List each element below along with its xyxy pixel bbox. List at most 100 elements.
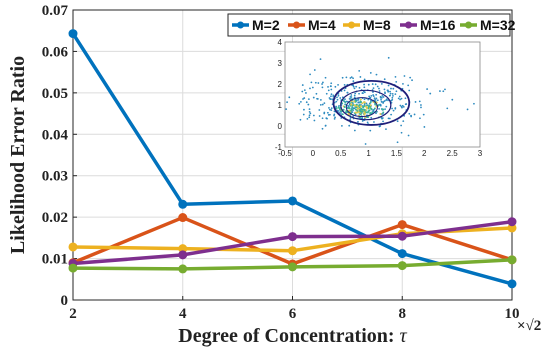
- inset-scatter-point: [379, 95, 382, 98]
- inset-scatter-point: [429, 92, 432, 95]
- inset-scatter-point: [359, 105, 362, 108]
- inset-scatter-point: [299, 118, 302, 121]
- data-point: [288, 196, 297, 206]
- inset-scatter-point: [332, 94, 335, 97]
- inset-scatter-point: [330, 85, 332, 88]
- inset-scatter-point: [351, 106, 354, 109]
- inset-x-tick-label: 1.5: [391, 149, 403, 158]
- inset-scatter-point: [355, 85, 358, 88]
- inset-x-tick-label: 1: [366, 149, 371, 158]
- inset-contour: [340, 89, 392, 121]
- inset-scatter-point: [327, 89, 330, 92]
- inset-scatter-point: [389, 92, 392, 95]
- inset-scatter-point: [375, 97, 378, 100]
- legend-marker: [237, 21, 244, 29]
- inset-scatter-point: [340, 112, 342, 114]
- data-point: [397, 231, 407, 241]
- inset-scatter-point: [308, 116, 311, 119]
- inset-scatter-point: [303, 89, 306, 92]
- inset-scatter-point: [384, 108, 386, 110]
- inset-scatter-point: [399, 104, 402, 107]
- inset-scatter-point: [373, 107, 376, 110]
- inset-scatter-point: [397, 97, 400, 100]
- inset-scatter-point: [344, 98, 346, 101]
- inset-scatter-point: [359, 110, 362, 113]
- y-tick-label: 0.03: [42, 169, 68, 185]
- inset-scatter-point: [382, 96, 385, 98]
- inset-scatter-point: [305, 92, 307, 94]
- inset-scatter-point: [378, 87, 380, 90]
- inset-scatter-point: [303, 108, 305, 111]
- inset-contour: [345, 97, 378, 118]
- inset-y-tick-label: -1: [275, 143, 283, 152]
- inset-scatter-point: [384, 91, 386, 94]
- data-point: [68, 29, 78, 39]
- inset-scatter-point: [444, 88, 446, 91]
- inset-scatter-point: [396, 120, 399, 123]
- inset-scatter-point: [359, 108, 362, 111]
- inset-scatter-point: [381, 95, 384, 97]
- y-tick-label: 0.07: [42, 3, 69, 19]
- inset-scatter-point: [347, 112, 350, 115]
- inset-scatter-point: [358, 92, 360, 95]
- inset-scatter-point: [418, 100, 421, 103]
- inset-scatter-point: [348, 97, 351, 100]
- inset-scatter-point: [387, 84, 390, 87]
- inset-scatter-point: [336, 98, 339, 101]
- inset-scatter-point: [366, 104, 369, 107]
- inset-scatter-point: [392, 109, 395, 112]
- inset-scatter-point: [333, 117, 336, 120]
- inset-scatter-point: [373, 121, 375, 123]
- inset-scatter-point: [360, 101, 363, 104]
- inset-scatter-point: [364, 143, 367, 145]
- inset-scatter-point: [375, 73, 378, 76]
- inset-scatter-point: [401, 104, 404, 107]
- data-point: [507, 279, 517, 289]
- inset-scatter-point: [347, 104, 349, 107]
- inset-scatter-point: [387, 56, 390, 59]
- inset-scatter-point: [411, 79, 413, 82]
- inset-scatter-point: [407, 84, 410, 87]
- inset-scatter-point: [383, 78, 386, 81]
- inset-scatter-point: [396, 141, 399, 144]
- data-point: [397, 261, 407, 271]
- inset-scatter-point: [368, 95, 371, 98]
- inset-scatter-point: [288, 96, 291, 99]
- inset-scatter-point: [341, 102, 344, 105]
- inset-scatter-point: [351, 108, 354, 111]
- inset-scatter-point: [319, 99, 322, 101]
- inset-scatter-point: [310, 81, 313, 84]
- inset-scatter-point: [369, 96, 371, 99]
- inset-scatter-point: [400, 97, 403, 100]
- inset-scatter-point: [335, 100, 338, 103]
- inset-scatter-point: [407, 134, 410, 137]
- inset-scatter-point: [334, 85, 337, 88]
- inset-scatter-point: [333, 113, 336, 116]
- legend-marker: [465, 21, 472, 29]
- inset-scatter-point: [379, 113, 382, 116]
- inset-scatter-point: [362, 106, 365, 109]
- data-point: [68, 263, 78, 273]
- inset-scatter-point: [346, 91, 349, 94]
- inset-scatter-point: [285, 108, 288, 111]
- inset-scatter-point: [408, 89, 411, 92]
- inset-scatter-point: [358, 104, 361, 107]
- inset-scatter-point: [379, 103, 382, 106]
- inset-scatter-point: [363, 83, 365, 86]
- inset-scatter-point: [367, 83, 370, 86]
- y-tick-label: 0.02: [42, 210, 68, 226]
- inset-scatter-point: [302, 98, 304, 100]
- inset-scatter-point: [338, 108, 341, 111]
- inset-scatter-point: [303, 97, 306, 99]
- inset-scatter-point: [357, 107, 360, 110]
- inset-scatter-point: [316, 97, 318, 100]
- inset-scatter-point: [321, 103, 324, 106]
- inset-scatter-point: [400, 131, 403, 134]
- inset-scatter-point: [323, 102, 326, 104]
- data-point: [507, 255, 517, 265]
- inset-scatter-point: [410, 115, 413, 118]
- inset-scatter-point: [372, 91, 374, 93]
- inset-scatter-point: [328, 113, 331, 116]
- inset-scatter-point: [392, 87, 395, 90]
- inset-scatter-point: [361, 117, 364, 119]
